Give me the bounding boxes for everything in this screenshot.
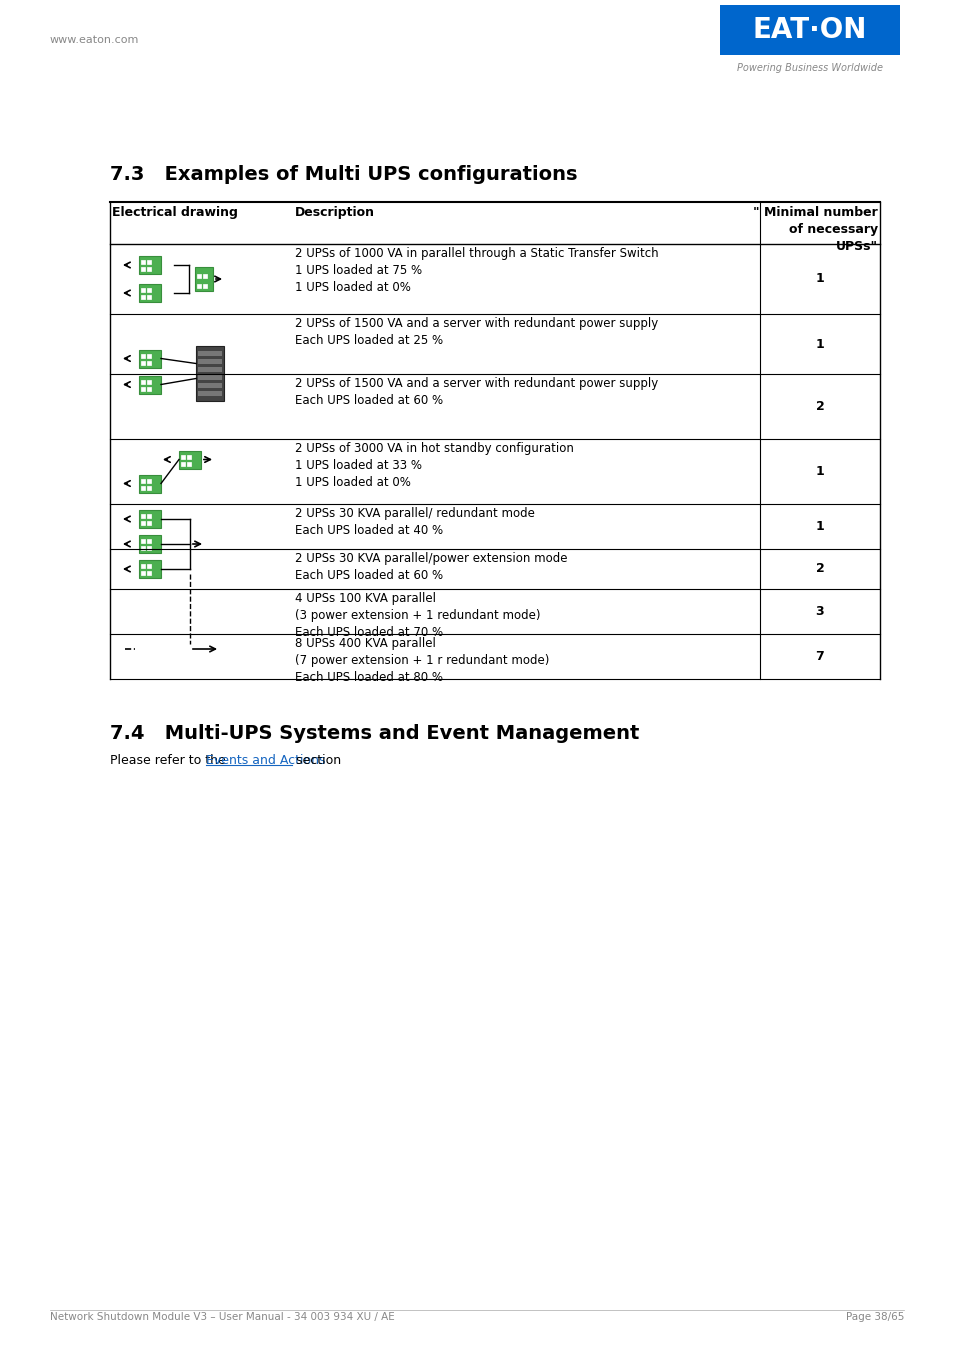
Bar (141, 354, 145, 358)
FancyBboxPatch shape (139, 350, 161, 367)
Bar (141, 267, 145, 271)
Text: 1: 1 (815, 338, 823, 351)
Text: 1: 1 (815, 273, 823, 285)
Bar (141, 514, 145, 518)
Bar (141, 521, 145, 525)
Bar (147, 514, 151, 518)
Bar (147, 564, 151, 568)
Bar (141, 288, 145, 292)
Text: Events and Actions: Events and Actions (206, 755, 325, 767)
Bar (203, 284, 207, 288)
Text: section: section (292, 755, 341, 767)
Bar (147, 545, 151, 549)
Bar (141, 571, 145, 575)
FancyBboxPatch shape (139, 256, 161, 274)
Bar (147, 267, 151, 271)
Bar (203, 274, 207, 278)
Bar (141, 564, 145, 568)
Text: 2: 2 (815, 400, 823, 413)
Bar (141, 360, 145, 365)
Text: 1: 1 (815, 520, 823, 533)
Bar (187, 462, 191, 466)
Text: Page 38/65: Page 38/65 (844, 1312, 903, 1322)
Text: EAT·ON: EAT·ON (752, 16, 866, 45)
Text: 2 UPSs of 3000 VA in hot standby configuration
1 UPS loaded at 33 %
1 UPS loaded: 2 UPSs of 3000 VA in hot standby configu… (294, 441, 574, 489)
Text: 2 UPSs of 1500 VA and a server with redundant power supply
Each UPS loaded at 25: 2 UPSs of 1500 VA and a server with redu… (294, 317, 658, 347)
Bar (147, 386, 151, 390)
Bar (147, 521, 151, 525)
FancyBboxPatch shape (139, 535, 161, 554)
Bar (147, 539, 151, 543)
Text: 1: 1 (815, 464, 823, 478)
Text: Please refer to the: Please refer to the (110, 755, 230, 767)
Bar (141, 545, 145, 549)
Bar (147, 354, 151, 358)
Bar (141, 486, 145, 490)
FancyBboxPatch shape (139, 284, 161, 302)
Bar (181, 455, 185, 459)
FancyBboxPatch shape (139, 474, 161, 493)
Text: 8 UPSs 400 KVA parallel
(7 power extension + 1 r redundant mode)
Each UPS loaded: 8 UPSs 400 KVA parallel (7 power extensi… (294, 637, 549, 684)
Bar (141, 478, 145, 482)
Text: Description: Description (294, 207, 375, 219)
Text: Electrical drawing: Electrical drawing (112, 207, 237, 219)
Text: Network Shutdown Module V3 – User Manual - 34 003 934 XU / AE: Network Shutdown Module V3 – User Manual… (50, 1312, 395, 1322)
Bar (198, 351, 222, 356)
Bar (141, 386, 145, 390)
Text: 4 UPSs 100 KVA parallel
(3 power extension + 1 redundant mode)
Each UPS loaded a: 4 UPSs 100 KVA parallel (3 power extensi… (294, 593, 540, 639)
Bar (198, 392, 222, 396)
Bar (198, 383, 222, 387)
Bar (147, 360, 151, 365)
Text: Powering Business Worldwide: Powering Business Worldwide (737, 63, 882, 73)
Bar (198, 367, 222, 373)
Bar (147, 379, 151, 383)
Bar (187, 455, 191, 459)
Bar (147, 478, 151, 482)
Text: www.eaton.com: www.eaton.com (50, 35, 139, 45)
Text: 2 UPSs 30 KVA parallel/ redundant mode
Each UPS loaded at 40 %: 2 UPSs 30 KVA parallel/ redundant mode E… (294, 508, 535, 537)
Text: 3: 3 (815, 605, 823, 618)
Text: " Minimal number
of necessary
UPSs": " Minimal number of necessary UPSs" (753, 207, 877, 252)
Bar (198, 359, 222, 364)
Bar (141, 261, 145, 265)
FancyBboxPatch shape (139, 375, 161, 393)
Text: 7: 7 (815, 649, 823, 663)
Bar (147, 288, 151, 292)
FancyBboxPatch shape (194, 267, 213, 292)
Text: 2 UPSs of 1500 VA and a server with redundant power supply
Each UPS loaded at 60: 2 UPSs of 1500 VA and a server with redu… (294, 377, 658, 406)
Bar (198, 375, 222, 379)
FancyBboxPatch shape (139, 560, 161, 578)
Text: 2 UPSs 30 KVA parallel/power extension mode
Each UPS loaded at 60 %: 2 UPSs 30 KVA parallel/power extension m… (294, 552, 567, 582)
Bar (147, 261, 151, 265)
Bar (147, 571, 151, 575)
Bar (147, 486, 151, 490)
Text: 2 UPSs of 1000 VA in parallel through a Static Transfer Switch
1 UPS loaded at 7: 2 UPSs of 1000 VA in parallel through a … (294, 247, 658, 294)
Bar (195, 346, 224, 401)
Bar (181, 462, 185, 466)
Bar (141, 539, 145, 543)
Text: 2: 2 (815, 563, 823, 575)
Text: 7.3   Examples of Multi UPS configurations: 7.3 Examples of Multi UPS configurations (110, 165, 577, 184)
Bar (196, 284, 201, 288)
FancyBboxPatch shape (139, 510, 161, 528)
Text: 7.4   Multi-UPS Systems and Event Management: 7.4 Multi-UPS Systems and Event Manageme… (110, 724, 639, 742)
Bar (141, 379, 145, 383)
Bar (141, 296, 145, 298)
FancyBboxPatch shape (179, 451, 201, 468)
Bar (720, 5, 899, 55)
Bar (196, 274, 201, 278)
Bar (147, 296, 151, 298)
